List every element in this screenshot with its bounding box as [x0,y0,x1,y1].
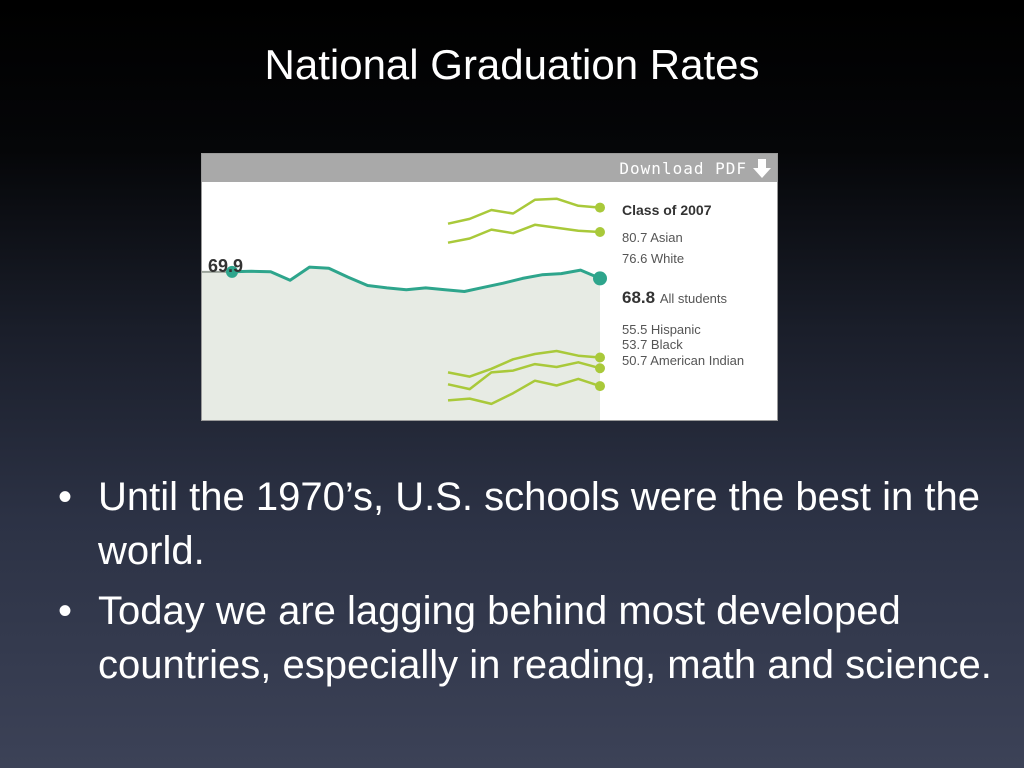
bullet-dot: • [58,475,73,519]
series-line-hispanic [447,349,601,378]
bullet-dot: • [58,589,73,633]
series-endpoint [595,226,605,237]
bullet-list: • Until the 1970’s, U.S. schools were th… [58,470,1018,698]
series-label: 50.7 American Indian [622,353,744,368]
series-endpoint [593,271,607,286]
bullet-text: Today we are lagging behind most develop… [98,589,992,687]
chart-toolbar: Download PDF [202,154,777,182]
series-endpoint [595,202,605,213]
chart-area-fill [202,267,600,420]
bullet-item: • Until the 1970’s, U.S. schools were th… [58,470,1018,578]
series-line-black [447,361,601,391]
graduation-rate-chart: Download PDF 80.7 Asian 76.6 White 55.5 Hi… [201,153,778,421]
series-line-asian [447,197,601,225]
start-value-label: 69.9 [208,256,243,276]
series-line-american-indian [447,377,601,406]
series-label: 53.7 Black [622,337,683,352]
series-label: 76.6 White [622,251,684,266]
series-label: 55.5 Hispanic [622,322,701,337]
legend-title: Class of 2007 [622,202,712,218]
slide-title: National Graduation Rates [264,41,760,88]
series-endpoint [595,381,605,392]
bullet-text: Until the 1970’s, U.S. schools were the … [98,475,980,573]
series-label: 80.7 Asian [622,230,683,245]
series-endpoint [595,352,605,363]
all-students-label: 68.8 All students [622,288,728,307]
bullet-item: • Today we are lagging behind most devel… [58,584,1018,692]
download-arrow-icon[interactable] [753,159,771,179]
series-endpoint [595,363,605,374]
series-line-white [447,223,601,244]
series-line-all-students [231,265,601,293]
download-pdf-link[interactable]: Download PDF [619,159,747,178]
series-start-point [226,265,238,278]
